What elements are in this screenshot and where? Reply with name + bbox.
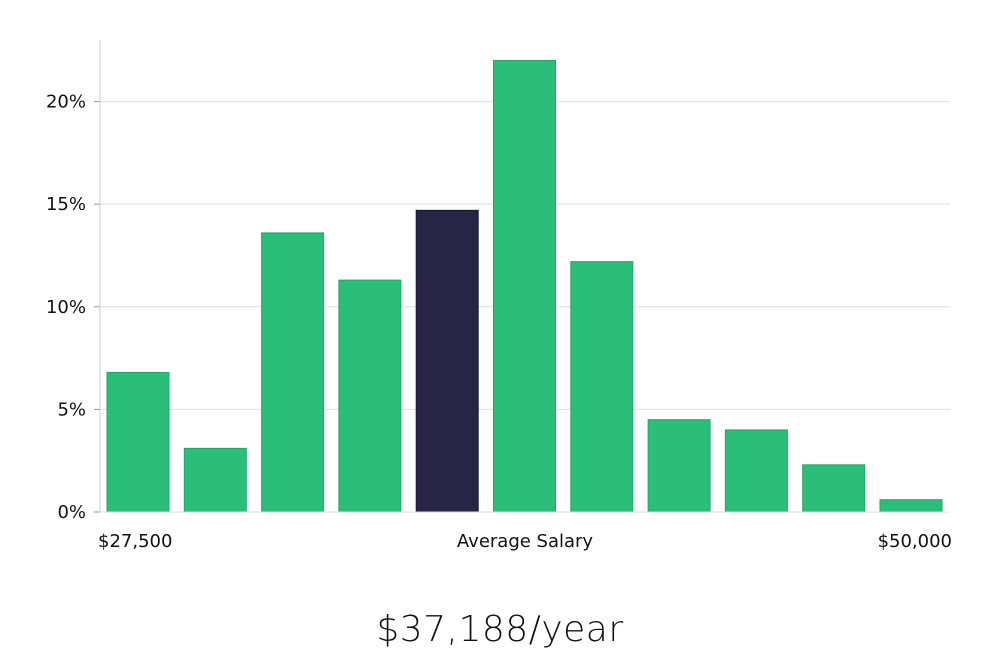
bar [338, 279, 402, 513]
bar-average-salary [415, 209, 479, 513]
chart-svg: 0% 5% 10% 15% 20% $27,500 Average Salary $50… [46, 40, 952, 552]
average-salary-value: $37,188/year [376, 609, 624, 650]
bar [724, 429, 788, 513]
y-tick-label: 15% [46, 194, 86, 215]
bar [802, 464, 866, 513]
x-label-center: Average Salary [457, 531, 594, 552]
bar [570, 261, 634, 513]
bar-layer [106, 60, 943, 513]
y-tick-label: 5% [57, 399, 86, 420]
y-tick-label: 10% [46, 297, 86, 318]
bar [106, 371, 170, 513]
y-tick-label: 20% [46, 92, 86, 113]
axis-layer: 0% 5% 10% 15% 20% [46, 40, 950, 523]
y-tick-label: 0% [57, 502, 86, 523]
bar [261, 232, 325, 513]
bar [183, 447, 247, 513]
x-label-min: $27,500 [98, 531, 172, 552]
x-label-max: $50,000 [878, 531, 952, 552]
bar [647, 419, 711, 513]
bar [493, 60, 556, 513]
label-layer: $27,500 Average Salary $50,000 [98, 531, 952, 552]
bar [879, 499, 943, 513]
